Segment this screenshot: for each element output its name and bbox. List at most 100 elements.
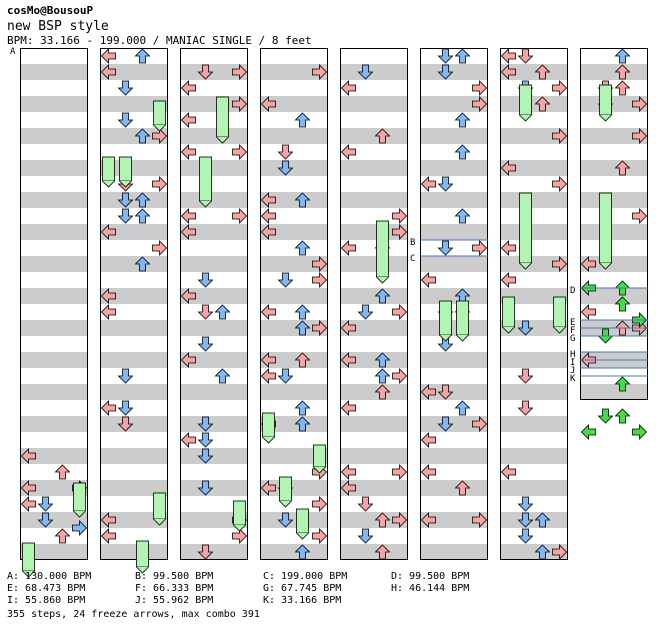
step-arrow: [294, 400, 311, 416]
step-arrow: [37, 496, 54, 512]
bpm-marker-c: C: [410, 254, 415, 264]
freeze-arrow: [119, 156, 132, 182]
step-arrow: [374, 288, 391, 304]
step-arrow: [260, 352, 276, 368]
step-arrow: [374, 352, 391, 368]
chart-summary: 355 steps, 24 freeze arrows, max combo 3…: [7, 609, 260, 620]
step-arrow: [260, 480, 276, 496]
freeze-arrow: [313, 444, 326, 468]
step-arrow: [340, 240, 356, 256]
freeze-arrow: [262, 412, 275, 438]
freeze-arrow: [553, 296, 566, 328]
step-arrow: [552, 80, 568, 96]
step-arrow: [214, 304, 231, 320]
bpm-legend-g: G: 67.745 BPM: [263, 583, 342, 594]
bpm-legend-b: B: 99.500 BPM: [135, 571, 214, 582]
step-arrow: [277, 368, 294, 384]
step-arrow: [552, 544, 568, 560]
freeze-arrow: [519, 84, 532, 116]
measure-column: [180, 48, 248, 560]
step-arrow: [260, 304, 276, 320]
step-arrow: [340, 144, 356, 160]
step-arrow: [580, 304, 596, 320]
bpm-marker-a: A: [10, 47, 16, 57]
step-arrow: [437, 416, 454, 432]
step-arrow: [260, 192, 276, 208]
step-arrow: [614, 408, 631, 424]
step-arrow: [260, 208, 276, 224]
step-arrow: [500, 160, 516, 176]
step-arrow: [420, 512, 436, 528]
step-arrow: [374, 384, 391, 400]
measure-column: [340, 48, 408, 560]
step-arrow: [20, 480, 36, 496]
step-arrow: [437, 176, 454, 192]
freeze-arrow: [376, 220, 389, 278]
step-arrow: [420, 272, 436, 288]
step-arrow: [454, 480, 471, 496]
step-arrow: [117, 208, 134, 224]
step-arrow: [437, 384, 454, 400]
step-arrow: [312, 256, 328, 272]
bpm-marker-k: K: [570, 374, 576, 384]
step-arrow: [517, 528, 534, 544]
step-arrow: [500, 240, 516, 256]
step-arrow: [374, 128, 391, 144]
step-arrow: [437, 48, 454, 64]
step-arrow: [232, 144, 248, 160]
step-arrow: [614, 376, 631, 392]
step-arrow: [597, 408, 614, 424]
step-arrow: [180, 80, 196, 96]
step-arrow: [294, 112, 311, 128]
step-arrow: [357, 64, 374, 80]
step-arrow: [294, 240, 311, 256]
step-arrow: [614, 64, 631, 80]
step-arrow: [472, 416, 488, 432]
step-arrow: [340, 80, 356, 96]
step-arrow: [632, 96, 648, 112]
step-arrow: [552, 176, 568, 192]
step-arrow: [632, 128, 648, 144]
step-arrow: [72, 520, 88, 536]
freeze-arrow: [456, 300, 469, 336]
bpm-marker-i: I: [570, 358, 575, 368]
step-arrow: [632, 208, 648, 224]
step-arrow: [197, 432, 214, 448]
freeze-arrow: [22, 542, 35, 572]
step-arrow: [534, 544, 551, 560]
step-arrow: [197, 480, 214, 496]
freeze-arrow: [599, 192, 612, 264]
step-arrow: [534, 96, 551, 112]
step-arrow: [392, 368, 408, 384]
step-arrow: [454, 112, 471, 128]
step-arrow: [312, 272, 328, 288]
bpm-marker-b: B: [410, 238, 415, 248]
step-arrow: [454, 208, 471, 224]
step-arrow: [277, 272, 294, 288]
step-arrow: [340, 320, 356, 336]
step-arrow: [197, 544, 214, 560]
step-arrow: [632, 424, 648, 440]
step-arrow: [374, 512, 391, 528]
bpm-marker-e: E: [570, 318, 575, 328]
song-artist: cosMo@BousouP: [7, 4, 94, 17]
step-arrow: [54, 464, 71, 480]
step-arrow: [614, 80, 631, 96]
bpm-legend-f: F: 66.333 BPM: [135, 583, 214, 594]
step-arrow: [134, 208, 151, 224]
step-arrow: [37, 512, 54, 528]
step-arrow: [294, 544, 311, 560]
step-arrow: [260, 96, 276, 112]
freeze-arrow: [296, 508, 309, 534]
step-arrow: [614, 160, 631, 176]
step-arrow: [614, 296, 631, 312]
freeze-arrow: [136, 540, 149, 568]
step-arrow: [357, 304, 374, 320]
step-arrow: [294, 352, 311, 368]
step-arrow: [454, 144, 471, 160]
step-arrow: [614, 48, 631, 64]
bpm-legend-a: A: 130.000 BPM: [7, 571, 92, 582]
step-arrow: [277, 144, 294, 160]
step-arrow: [232, 96, 248, 112]
step-arrow: [232, 208, 248, 224]
